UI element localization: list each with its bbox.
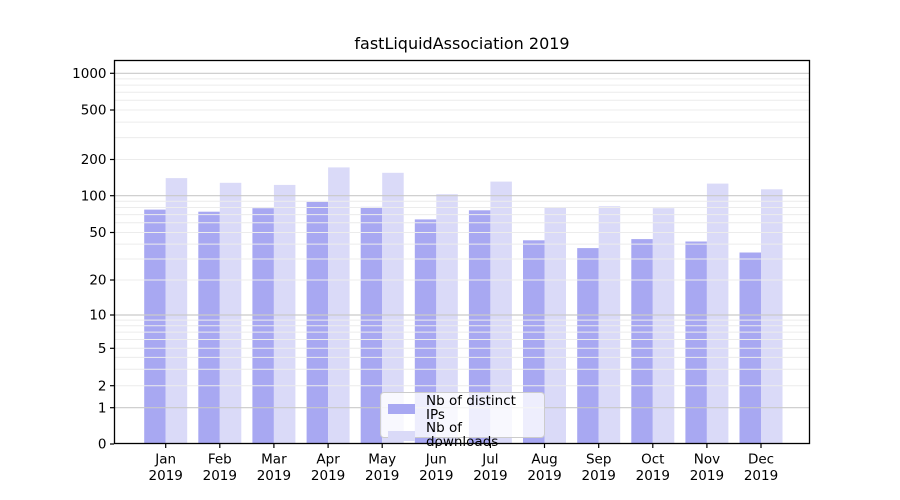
y-tick-label: 200 <box>81 152 107 168</box>
x-tick-label-year: 2019 <box>149 468 183 484</box>
x-tick-label-year: 2019 <box>365 468 399 484</box>
x-tick-label-month: May <box>368 452 396 468</box>
legend-label-distinct-ips: Nb of distinct IPs <box>426 393 516 423</box>
x-tick-label-year: 2019 <box>690 468 724 484</box>
legend: Nb of distinct IPs Nb of downloads <box>380 392 545 448</box>
x-tick-label-year: 2019 <box>582 468 616 484</box>
x-tick-label-year: 2019 <box>744 468 778 484</box>
legend-label-downloads: Nb of downloads <box>426 420 499 450</box>
x-tick-label-month: Jul <box>481 452 498 468</box>
bar-apr-distinct-ips <box>306 201 329 444</box>
legend-entry-downloads: Nb of downloads <box>388 420 537 450</box>
bar-jun-distinct-ips <box>414 219 437 444</box>
bar-jun-downloads <box>436 194 458 444</box>
bar-nov-downloads <box>706 183 729 444</box>
x-tick-label-year: 2019 <box>203 468 237 484</box>
x-tick-label-month: Jan <box>154 452 176 468</box>
y-tick-label: 100 <box>81 188 107 204</box>
y-tick-label: 50 <box>89 225 106 241</box>
bar-jan-downloads <box>165 178 188 444</box>
legend-swatch-downloads <box>388 430 415 441</box>
bar-sep-distinct-ips <box>577 248 599 444</box>
x-tick-label-month: Sep <box>586 452 611 468</box>
y-tick-label: 0 <box>98 437 107 453</box>
y-tick-label: 2 <box>98 378 107 394</box>
axes-frame <box>113 59 811 445</box>
y-tick-label: 5 <box>98 341 107 357</box>
x-tick-label-year: 2019 <box>473 468 507 484</box>
y-tick-label: 10 <box>89 308 106 324</box>
bar-feb-distinct-ips <box>198 211 220 444</box>
y-tick-label: 1 <box>98 400 107 416</box>
x-tick-label-year: 2019 <box>636 468 670 484</box>
legend-swatch-distinct-ips <box>388 403 415 414</box>
x-tick-label-month: Nov <box>694 452 720 468</box>
y-tick-label: 1000 <box>72 66 106 82</box>
bar-may-downloads <box>382 172 404 444</box>
x-tick-label-year: 2019 <box>419 468 453 484</box>
x-tick-label-month: Mar <box>261 452 287 468</box>
x-tick-label-month: Oct <box>641 452 664 468</box>
x-tick-label-month: Aug <box>531 452 557 468</box>
y-tick-label: 500 <box>81 103 107 119</box>
bar-oct-distinct-ips <box>631 239 653 444</box>
legend-entry-distinct-ips: Nb of distinct IPs <box>388 393 537 423</box>
x-tick-label-year: 2019 <box>527 468 561 484</box>
bar-jul-downloads <box>490 181 512 444</box>
x-tick-label-month: Dec <box>748 452 774 468</box>
bar-mar-downloads <box>273 184 296 444</box>
x-tick-label-month: Feb <box>208 452 232 468</box>
chart-title: fastLiquidAssociation 2019 <box>354 34 570 53</box>
x-tick-label-year: 2019 <box>311 468 345 484</box>
bar-nov-distinct-ips <box>685 241 707 444</box>
x-tick-label-month: Apr <box>316 452 340 468</box>
x-tick-label-month: Jun <box>425 452 447 468</box>
bar-jan-distinct-ips <box>144 209 166 444</box>
bar-feb-downloads <box>219 182 242 444</box>
bar-sep-downloads <box>598 206 621 444</box>
bar-dec-downloads <box>761 189 783 444</box>
y-tick-label: 20 <box>89 273 106 289</box>
x-tick-label-year: 2019 <box>257 468 291 484</box>
bar-apr-downloads <box>328 167 350 444</box>
